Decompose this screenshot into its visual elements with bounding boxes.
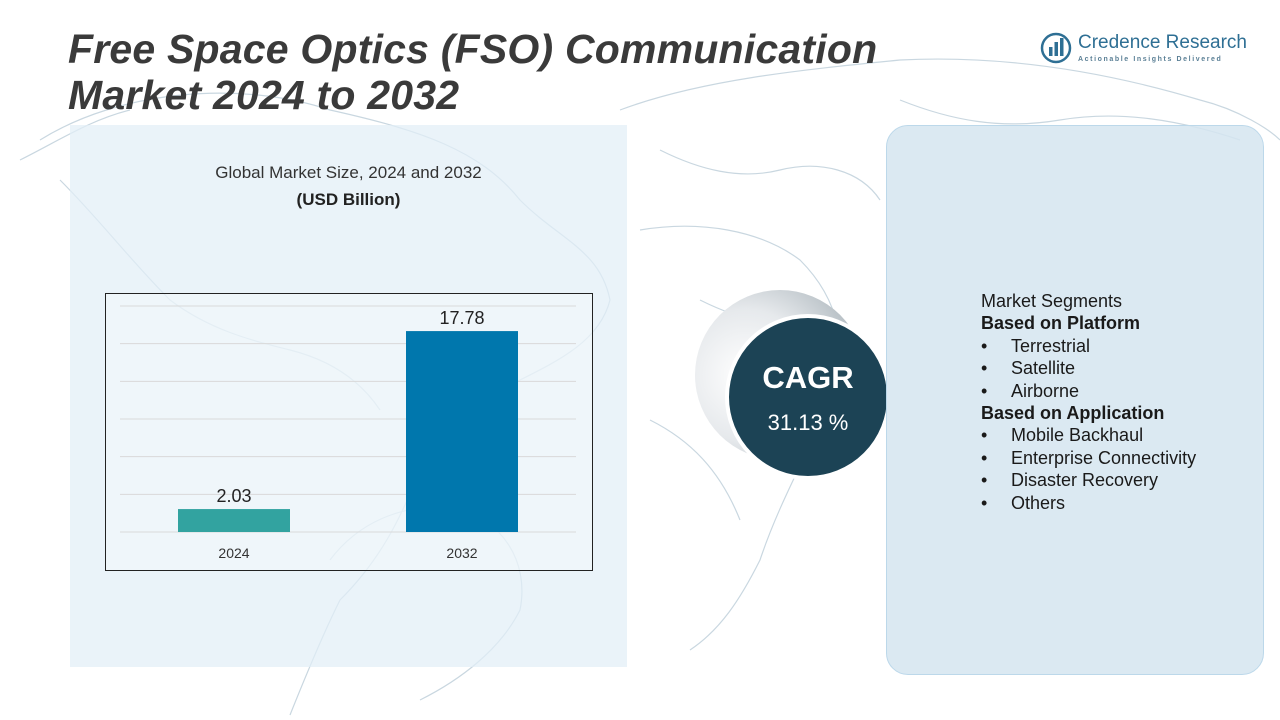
bar-2032 bbox=[406, 331, 518, 532]
plot-frame: 2.03 2024 17.78 2032 bbox=[105, 293, 593, 571]
title-line-2: Market 2024 to 2032 bbox=[68, 72, 460, 118]
chart-unit: (USD Billion) bbox=[296, 190, 401, 209]
title-line-1: Free Space Optics (FSO) Communication bbox=[68, 26, 878, 72]
segment-item: Mobile Backhaul bbox=[981, 424, 1271, 447]
market-segments-list: Market Segments Based on Platform Terres… bbox=[981, 290, 1271, 514]
cagr-value: 31.13 % bbox=[767, 410, 849, 435]
segment-item: Disaster Recovery bbox=[981, 469, 1271, 492]
segment-item: Others bbox=[981, 492, 1271, 515]
bar-chart-globe-icon bbox=[1040, 32, 1072, 64]
cagr-label: CAGR bbox=[762, 360, 854, 395]
data-label-2032: 17.78 bbox=[439, 308, 484, 328]
segment-group-platform-title: Based on Platform bbox=[981, 313, 1141, 334]
chart-title: Global Market Size, 2024 and 2032 bbox=[215, 163, 482, 182]
x-tick-label-2024: 2024 bbox=[218, 545, 249, 561]
page-title: Free Space Optics (FSO) Communication Ma… bbox=[68, 26, 877, 118]
bar-chart: 2.03 2024 17.78 2032 bbox=[120, 305, 576, 561]
data-label-2024: 2.03 bbox=[216, 486, 251, 506]
bar-2024 bbox=[178, 509, 290, 532]
segment-item: Terrestrial bbox=[981, 335, 1271, 358]
segments-heading: Market Segments bbox=[981, 291, 1123, 311]
segment-item: Satellite bbox=[981, 357, 1271, 380]
cagr-badge: CAGR 31.13 % bbox=[695, 290, 895, 490]
segment-item: Airborne bbox=[981, 380, 1271, 403]
brand-logo: Credence Research Actionable Insights De… bbox=[1040, 30, 1255, 70]
cagr-circle: CAGR 31.13 % bbox=[725, 314, 891, 480]
logo-tagline: Actionable Insights Delivered bbox=[1078, 56, 1223, 63]
logo-name: Credence Research bbox=[1078, 32, 1247, 53]
x-tick-label-2032: 2032 bbox=[446, 545, 477, 561]
market-size-chart-panel: Global Market Size, 2024 and 2032 (USD B… bbox=[70, 125, 627, 667]
segment-group-application-title: Based on Application bbox=[981, 403, 1165, 424]
segment-item: Enterprise Connectivity bbox=[981, 447, 1271, 470]
